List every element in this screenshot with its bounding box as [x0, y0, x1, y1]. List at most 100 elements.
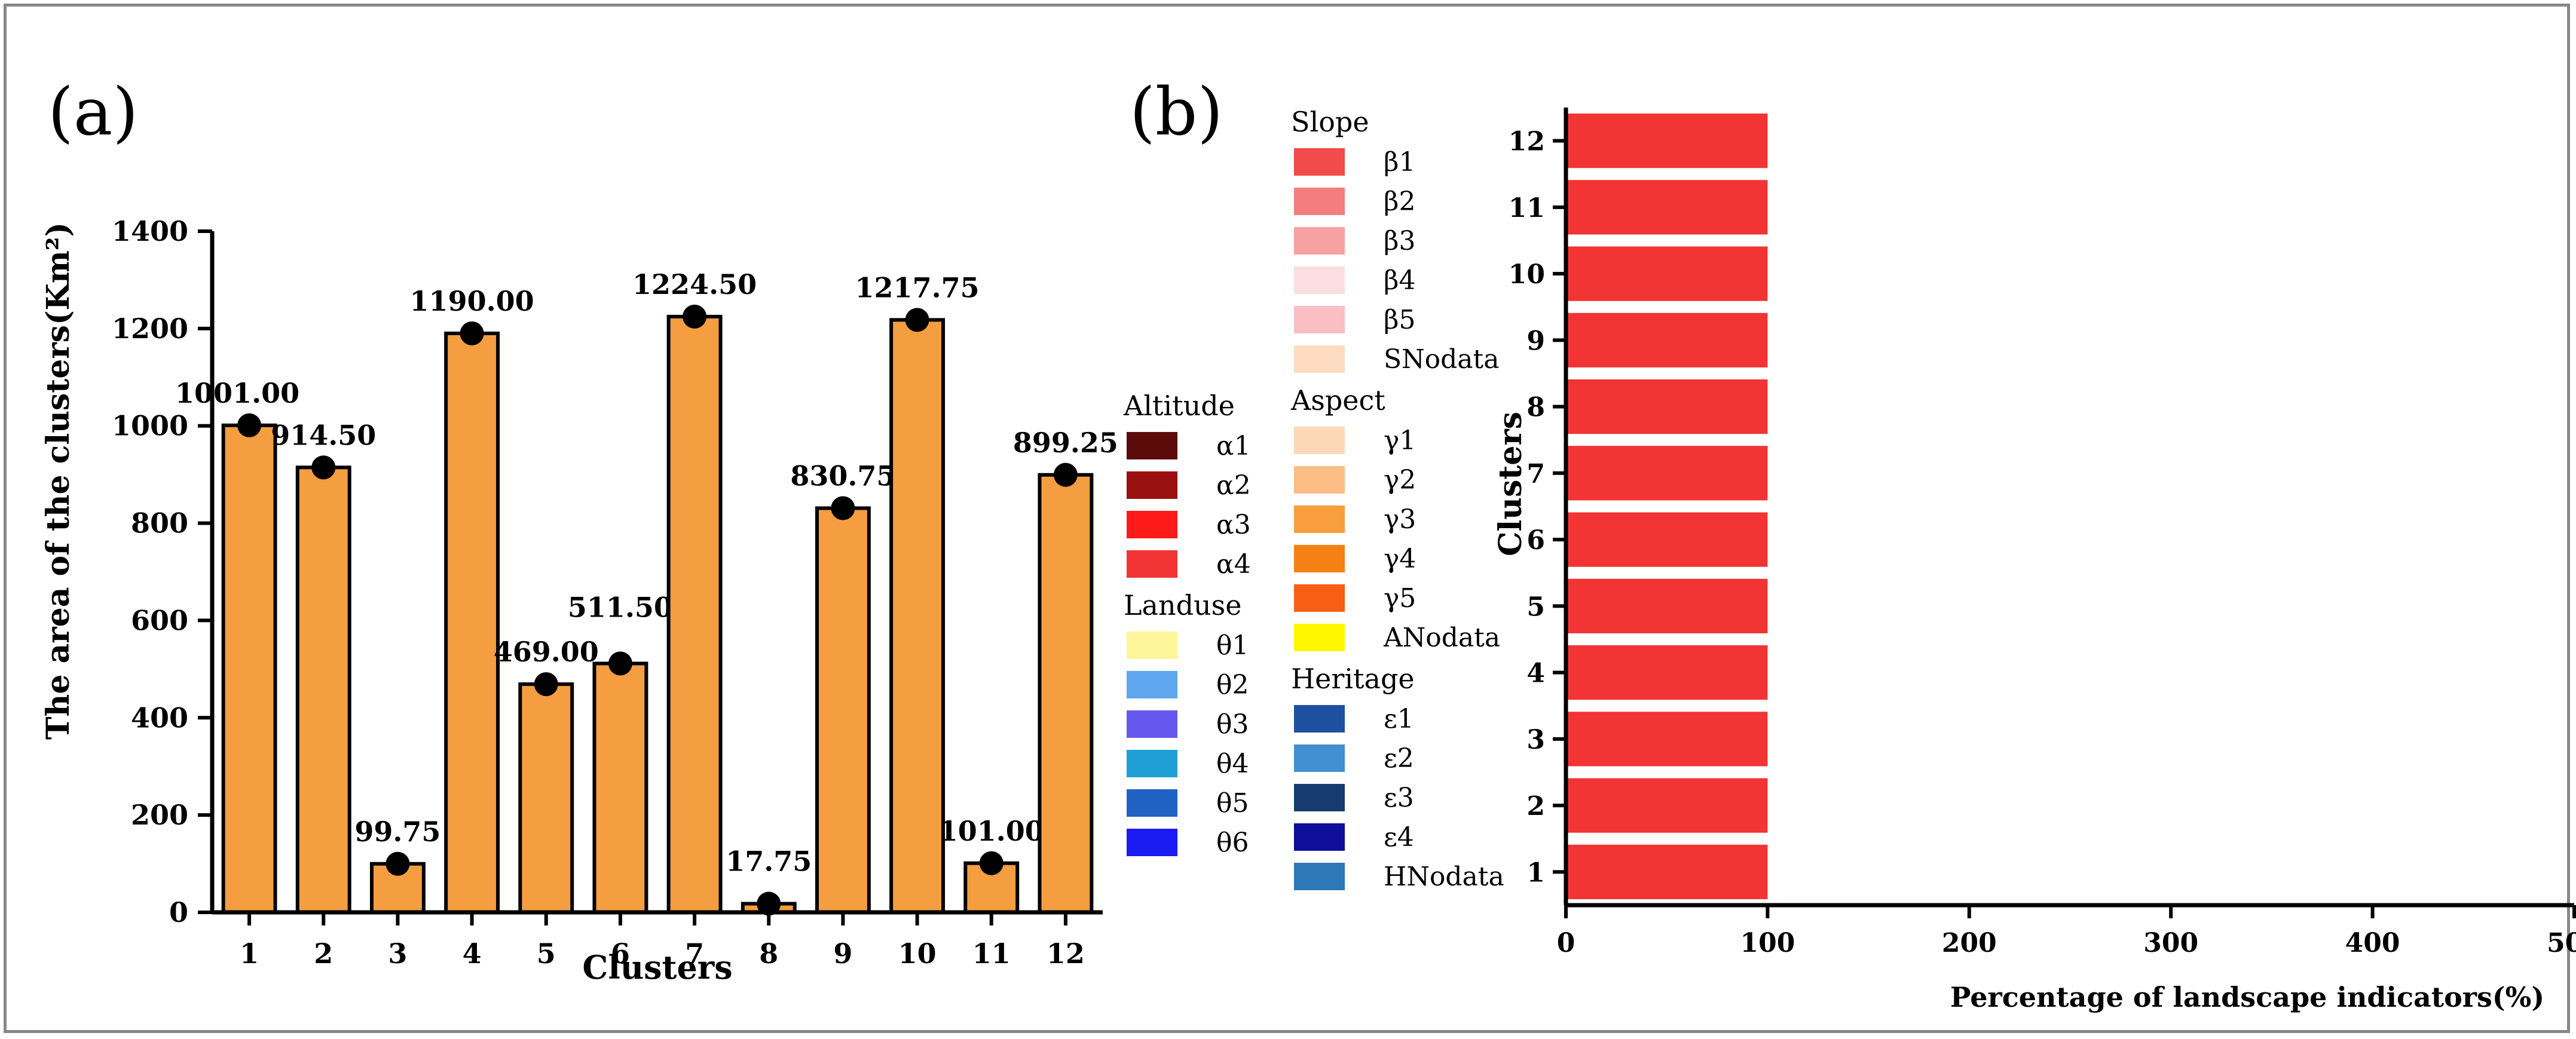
legend-label-β5: β5: [1384, 305, 1415, 335]
panel-a-x-axis-label: Clusters: [582, 948, 732, 986]
data-label-cluster-8: 17.75: [726, 845, 812, 878]
legend-label-ANodata: ANodata: [1383, 623, 1500, 653]
x-tick-label-500: 500: [2547, 928, 2576, 958]
bar-cluster-10: [889, 318, 946, 914]
bar-cluster-2: [295, 465, 351, 914]
legend-swatch-θ1: [1127, 632, 1177, 659]
x-tick-label-5: 5: [537, 937, 556, 970]
legend-swatch-SNodata: [1294, 345, 1345, 373]
legend-swatch-γ3: [1294, 505, 1345, 533]
legend-swatch-β2: [1294, 188, 1345, 215]
x-tick-label-1: 1: [240, 937, 259, 970]
bar-cluster-7: [666, 314, 723, 914]
x-tick-label-4: 4: [463, 937, 482, 970]
y-tick-label-cluster-10: 10: [1509, 259, 1545, 290]
y-tick-label-cluster-4: 4: [1526, 658, 1545, 689]
bar-cluster-1: [221, 423, 277, 914]
legend-swatch-ε2: [1294, 744, 1345, 772]
data-label-cluster-9: 830.75: [790, 460, 895, 492]
x-tick-label-11: 11: [972, 937, 1011, 970]
bar-cluster-6: [592, 661, 648, 914]
y-tick-label-cluster-8: 8: [1526, 393, 1545, 423]
legend-label-θ1: θ1: [1216, 630, 1249, 661]
bar-marker-cluster-4: [460, 321, 484, 345]
panel-b-axes: 1211109876543210100200300400500: [1509, 108, 2576, 958]
legend-label-γ2: γ2: [1384, 465, 1416, 495]
legend-label-γ1: γ1: [1384, 425, 1416, 456]
legend-swatch-θ3: [1127, 710, 1177, 738]
x-tick-label-200: 200: [1942, 928, 1997, 958]
legend-label-SNodata: SNodata: [1384, 344, 1499, 375]
y-tick-label-cluster-9: 9: [1526, 326, 1545, 356]
legend-swatch-θ6: [1127, 829, 1177, 856]
legend-label-ε1: ε1: [1384, 704, 1414, 734]
legend-swatch-α1: [1127, 432, 1177, 459]
legend-label-θ2: θ2: [1216, 670, 1249, 700]
bar-marker-cluster-3: [386, 851, 410, 876]
panel-a-label: (a): [48, 73, 138, 150]
panel-b-bars: [1566, 114, 1768, 899]
x-tick-label-100: 100: [1740, 928, 1795, 958]
x-tick-label-10: 10: [898, 937, 937, 970]
legend-label-ε4: ε4: [1384, 822, 1414, 853]
panel-a-bars: 1001.00 914.50 99.75 1190.00 469.00 511.50 122…: [175, 268, 1118, 916]
legend-swatch-β1: [1294, 148, 1345, 176]
legend-group-heritage: Heritage: [1291, 663, 1415, 695]
panel-a-y-axis-label: The area of the clusters(Km²): [40, 222, 77, 740]
bar-cluster-4: [444, 332, 500, 914]
bar-marker-cluster-1: [237, 413, 262, 437]
legend-swatch-HNodata: [1294, 863, 1345, 890]
legend-label-θ5: θ5: [1216, 788, 1249, 819]
panel-b-legend: Altitude α1 α2 α3 α4 Landuse θ1 θ2 θ3 θ4 θ5 θ6 Slope…: [1123, 106, 1504, 892]
legend-label-ε3: ε3: [1384, 783, 1414, 813]
legend-swatch-γ4: [1294, 545, 1345, 572]
legend-group-aspect: Aspect: [1290, 384, 1385, 416]
legend-swatch-γ2: [1294, 466, 1345, 494]
legend-swatch-α4: [1127, 550, 1177, 578]
bar-marker-cluster-2: [311, 455, 336, 480]
data-label-cluster-2: 914.50: [271, 419, 376, 451]
y-tick-label-600: 600: [131, 604, 188, 636]
segment-cluster-11-α4: [1566, 180, 1768, 235]
bar-cluster-12: [1038, 473, 1094, 914]
bar-cluster-5: [518, 682, 574, 914]
data-label-cluster-11: 101.00: [939, 815, 1044, 847]
y-tick-label-cluster-7: 7: [1526, 459, 1545, 489]
legend-swatch-β4: [1294, 266, 1345, 294]
legend-swatch-θ4: [1127, 750, 1177, 777]
bar-marker-cluster-12: [1053, 462, 1078, 487]
segment-cluster-6-α4: [1566, 512, 1768, 567]
y-tick-label-cluster-2: 2: [1526, 791, 1545, 822]
x-tick-label-2: 2: [314, 937, 333, 970]
y-tick-label-1200: 1200: [112, 312, 188, 345]
segment-cluster-7-α4: [1566, 446, 1768, 501]
data-label-cluster-4: 1190.00: [410, 285, 534, 317]
legend-label-γ5: γ5: [1384, 583, 1416, 614]
x-tick-label-9: 9: [833, 937, 852, 970]
legend-swatch-γ5: [1294, 584, 1345, 612]
legend-label-θ6: θ6: [1216, 827, 1249, 858]
segment-cluster-10-α4: [1566, 246, 1768, 301]
legend-swatch-γ1: [1294, 427, 1345, 454]
legend-group-landuse: Landuse: [1124, 589, 1242, 621]
legend-swatch-α2: [1127, 471, 1177, 499]
panel-b-y-axis-label: Clusters: [1492, 412, 1529, 556]
legend-group-altitude: Altitude: [1123, 390, 1235, 422]
y-tick-label-1400: 1400: [112, 215, 188, 247]
bar-marker-cluster-8: [757, 891, 781, 916]
legend-swatch-θ5: [1127, 789, 1177, 817]
y-tick-label-800: 800: [131, 507, 188, 540]
legend-group-slope: Slope: [1291, 106, 1369, 138]
data-label-cluster-7: 1224.50: [632, 268, 757, 301]
panel-a-bar-chart: (a) The area of the clusters(Km²) Cluste…: [40, 73, 1118, 986]
data-label-cluster-5: 469.00: [494, 636, 599, 668]
legend-swatch-ε3: [1294, 784, 1345, 811]
bar-marker-cluster-7: [683, 304, 707, 329]
legend-label-γ3: γ3: [1384, 504, 1416, 535]
y-tick-label-1000: 1000: [112, 410, 188, 442]
y-tick-label-cluster-5: 5: [1526, 591, 1545, 622]
legend-swatch-ANodata: [1294, 624, 1345, 651]
x-tick-label-8: 8: [759, 937, 778, 970]
segment-cluster-8-α4: [1566, 379, 1768, 434]
